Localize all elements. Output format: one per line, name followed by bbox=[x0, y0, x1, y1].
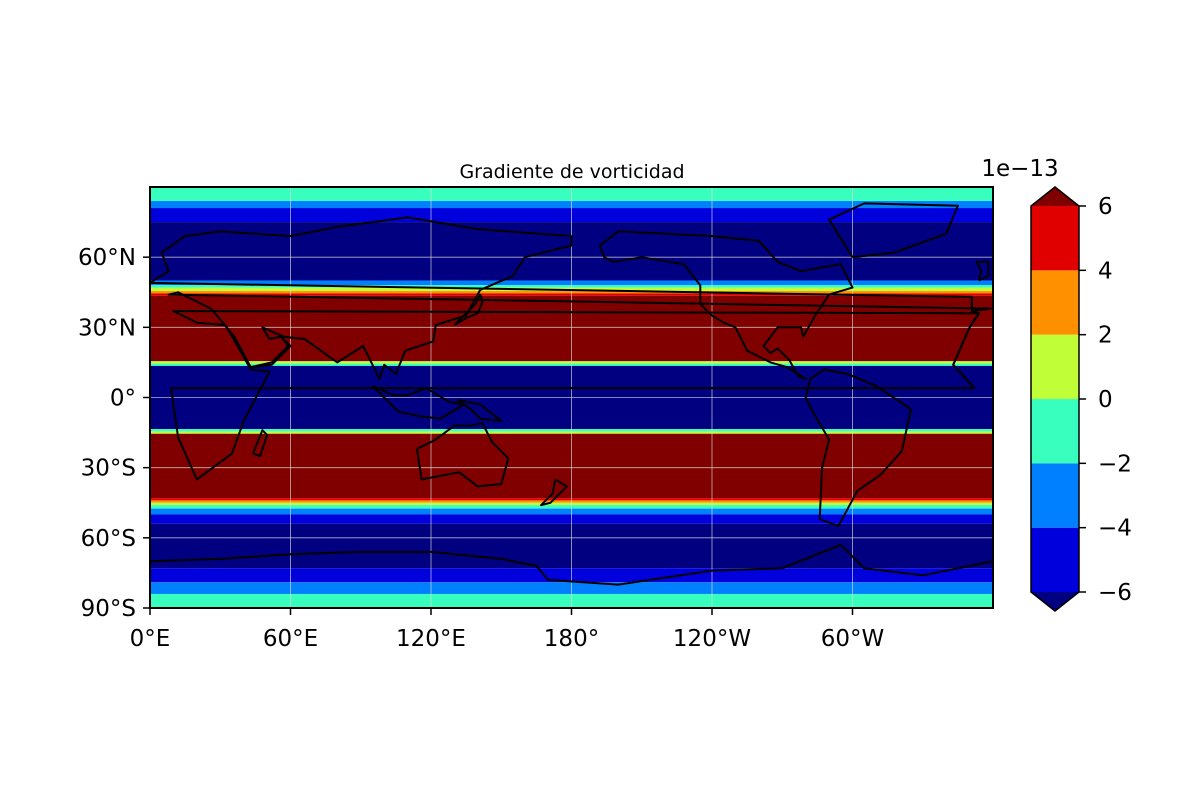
x-tick-label: 120°W bbox=[673, 626, 751, 652]
madagascar-coastline bbox=[252, 429, 269, 457]
colorbar-tick-label: −4 bbox=[1098, 516, 1132, 542]
new-guinea-coastline bbox=[456, 398, 503, 422]
y-tick-label: 30°N bbox=[78, 315, 136, 341]
x-tick-label: 60°W bbox=[821, 626, 885, 652]
west-africa-europe-coastline bbox=[952, 296, 980, 389]
colorbar-segment bbox=[1031, 399, 1079, 464]
colorbar-tick-label: 4 bbox=[1098, 258, 1113, 284]
new-zealand-coastline bbox=[540, 478, 568, 507]
south-america-coastline bbox=[804, 368, 912, 528]
x-tick-label: 120°E bbox=[396, 626, 466, 652]
colorbar-tick-label: −6 bbox=[1098, 580, 1132, 606]
x-tick-label: 0°E bbox=[130, 626, 171, 652]
colorbar-segment bbox=[1031, 334, 1079, 399]
antarctica-coastline bbox=[150, 543, 993, 586]
y-tick-label: 90°S bbox=[81, 596, 136, 622]
x-tick-label: 60°E bbox=[263, 626, 318, 652]
north-america-coastline bbox=[598, 230, 854, 380]
y-tick-label: 0° bbox=[110, 386, 136, 412]
colorbar-extend-min bbox=[1031, 592, 1079, 611]
y-tick-label: 60°N bbox=[78, 245, 136, 271]
greenland-coastline bbox=[828, 202, 959, 259]
map-gridlines bbox=[150, 187, 993, 608]
colorbar-tick-label: 0 bbox=[1098, 387, 1113, 413]
indonesia-coastline bbox=[371, 384, 465, 420]
australia-coastline bbox=[415, 422, 510, 488]
colorbar: 6 4 2 0 −2 −4 −6 bbox=[1030, 186, 1132, 612]
japan-coastline bbox=[453, 293, 484, 326]
y-tick-label: 30°S bbox=[81, 456, 136, 482]
y-axis-ticks: 60°N 30°N 0° 30°S 60°S 90°S bbox=[78, 245, 150, 622]
x-tick-label: 180° bbox=[544, 626, 599, 652]
coastlines bbox=[150, 202, 993, 586]
x-axis-ticks: 0°E 60°E 120°E 180° 120°W 60°W bbox=[130, 608, 885, 652]
colorbar-multiplier: 1e−13 bbox=[981, 156, 1058, 182]
map-title: Gradiente de vorticidad bbox=[459, 161, 684, 183]
y-tick-label: 60°S bbox=[81, 526, 136, 552]
colorbar-tick-label: 6 bbox=[1098, 194, 1113, 220]
colorbar-tick-label: −2 bbox=[1098, 451, 1132, 477]
colorbar-segment bbox=[1031, 463, 1079, 528]
colorbar-tick-label: 2 bbox=[1098, 323, 1113, 349]
colorbar-segment bbox=[1031, 270, 1079, 335]
colorbar-segment bbox=[1031, 527, 1079, 592]
uk-coastline bbox=[975, 260, 990, 282]
colorbar-extend-max bbox=[1031, 187, 1079, 206]
colorbar-segment bbox=[1031, 206, 1079, 271]
arabia-coastline bbox=[228, 326, 290, 369]
